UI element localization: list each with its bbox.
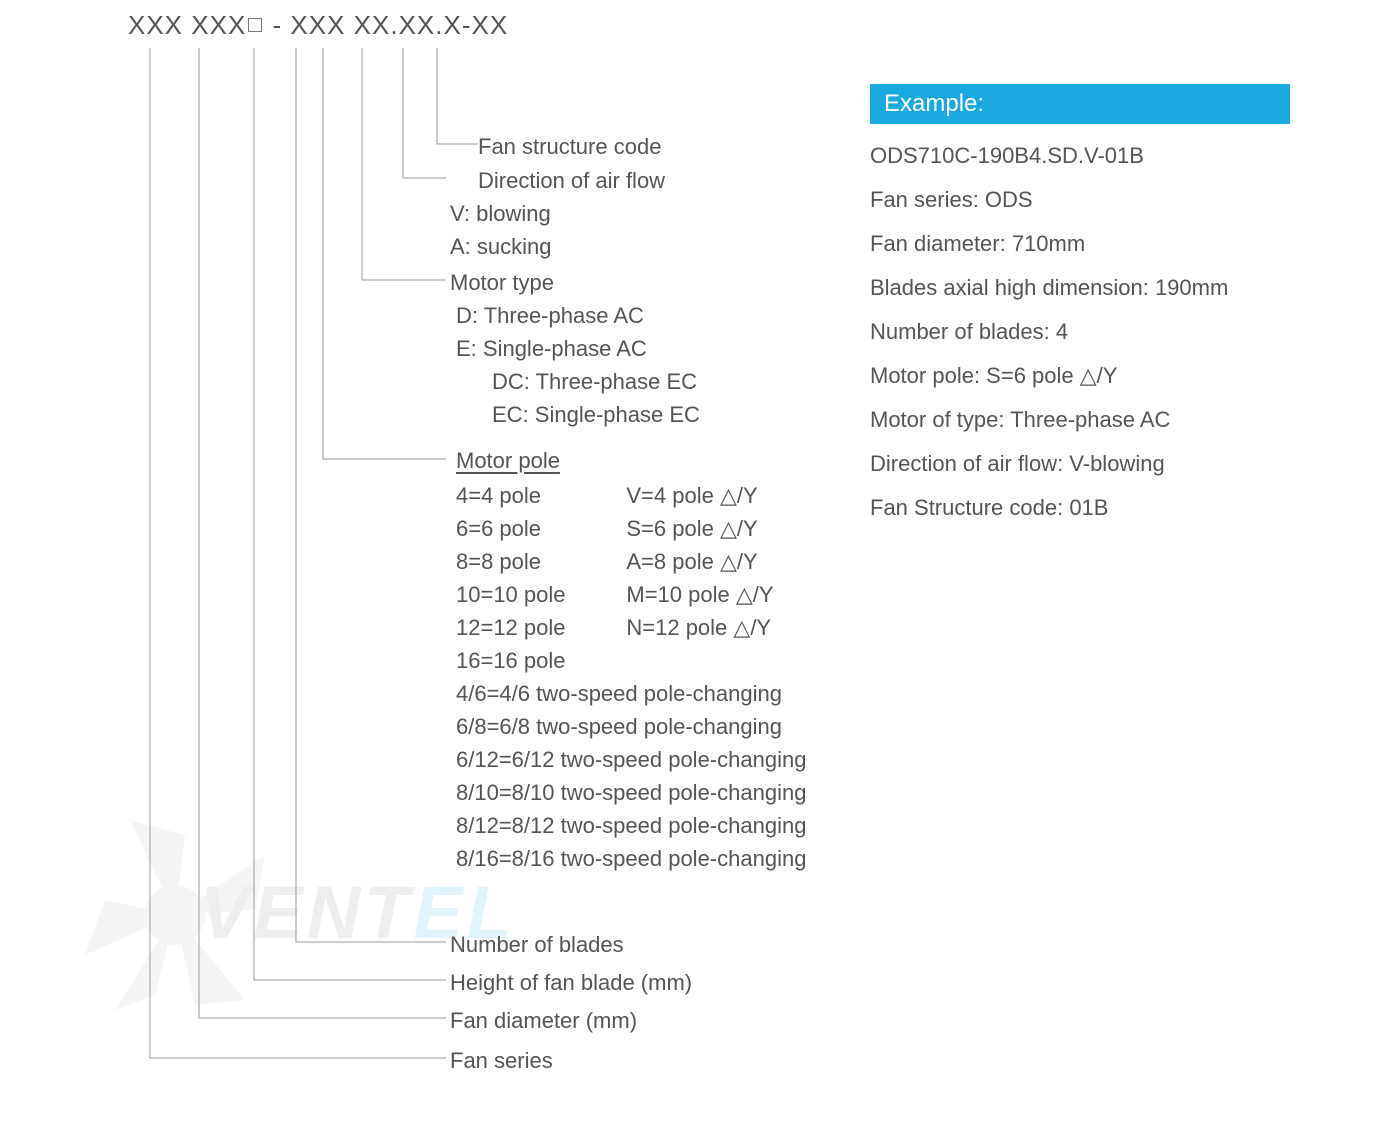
motor-pole-header: Motor pole (450, 444, 806, 477)
example-line: Blades axial high dimension: 190mm (870, 266, 1290, 310)
direction-header: Direction of air flow (478, 164, 665, 197)
example-line: Fan series: ODS (870, 178, 1290, 222)
direction-item: V: blowing (450, 197, 665, 230)
direction-section: Direction of air flow V: blowing A: suck… (478, 164, 665, 263)
example-line: Motor of type: Three-phase AC (870, 398, 1290, 442)
motor-type-item: E: Single-phase AC (456, 332, 700, 365)
code-box-icon (248, 18, 262, 32)
num-blades-label: Number of blades (450, 928, 624, 961)
fan-diameter-label: Fan diameter (mm) (450, 1004, 637, 1037)
watermark-text-gray: VENT (200, 871, 413, 954)
example-line: ODS710C-190B4.SD.V-01B (870, 134, 1290, 178)
model-code-pattern: XXX XXX - XXX XX.XX.X-XX (128, 10, 508, 41)
example-line: Number of blades: 4 (870, 310, 1290, 354)
example-header: Example: (870, 84, 1290, 124)
fan-structure-code-label: Fan structure code (478, 130, 661, 163)
example-box: Example: ODS710C-190B4.SD.V-01B Fan seri… (870, 84, 1290, 530)
fan-series-label: Fan series (450, 1044, 553, 1077)
example-body: ODS710C-190B4.SD.V-01B Fan series: ODS F… (870, 124, 1290, 530)
example-line: Motor pole: S=6 pole △/Y (870, 354, 1290, 398)
motor-type-section: Motor type D: Three-phase AC E: Single-p… (450, 266, 700, 431)
height-blade-label: Height of fan blade (mm) (450, 966, 692, 999)
motor-type-header: Motor type (450, 266, 700, 299)
example-line: Fan diameter: 710mm (870, 222, 1290, 266)
motor-type-item: EC: Single-phase EC (492, 398, 700, 431)
motor-type-item: DC: Three-phase EC (492, 365, 700, 398)
motor-type-item: D: Three-phase AC (456, 299, 700, 332)
direction-item: A: sucking (450, 230, 665, 263)
motor-pole-section: Motor pole 4=4 poleV=4 pole △/Y 6=6 pole… (450, 444, 806, 875)
example-line: Fan Structure code: 01B (870, 486, 1290, 530)
example-line: Direction of air flow: V-blowing (870, 442, 1290, 486)
